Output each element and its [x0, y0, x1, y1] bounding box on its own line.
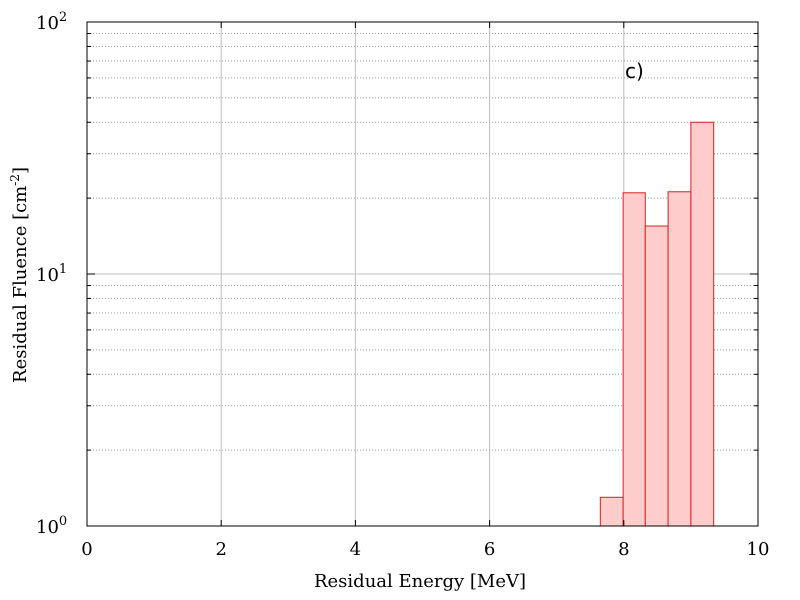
x-tick-label: 8 [618, 539, 629, 560]
histogram-bars [599, 121, 715, 527]
y-tick-label: 101 [36, 262, 67, 286]
grid-lines [87, 22, 758, 526]
axis-ticks: 0 2 4 6 8 10 100 101 102 [36, 10, 769, 560]
histogram-bar [644, 225, 669, 527]
x-tick-label: 2 [215, 539, 226, 560]
x-tick-label: 0 [81, 539, 92, 560]
annotation-label: c) [625, 59, 644, 83]
histogram-bar [690, 121, 715, 527]
y-axis-label-end: ] [10, 167, 31, 174]
x-tick-label: 6 [484, 539, 495, 560]
y-axis-label-unit-exponent: -2 [8, 174, 22, 186]
histogram-bar [667, 191, 692, 527]
histogram-bar [622, 192, 646, 527]
x-axis-label: Residual Energy [MeV] [314, 571, 526, 592]
y-tick-label: 100 [36, 514, 67, 538]
histogram-bar [599, 496, 624, 527]
y-tick-label: 102 [36, 10, 67, 34]
y-axis-label: Residual Fluence [cm-2] [8, 167, 31, 383]
x-tick-label: 10 [747, 539, 770, 560]
x-tick-label: 4 [350, 539, 361, 560]
y-axis-label-main: Residual Fluence [cm [10, 186, 31, 383]
